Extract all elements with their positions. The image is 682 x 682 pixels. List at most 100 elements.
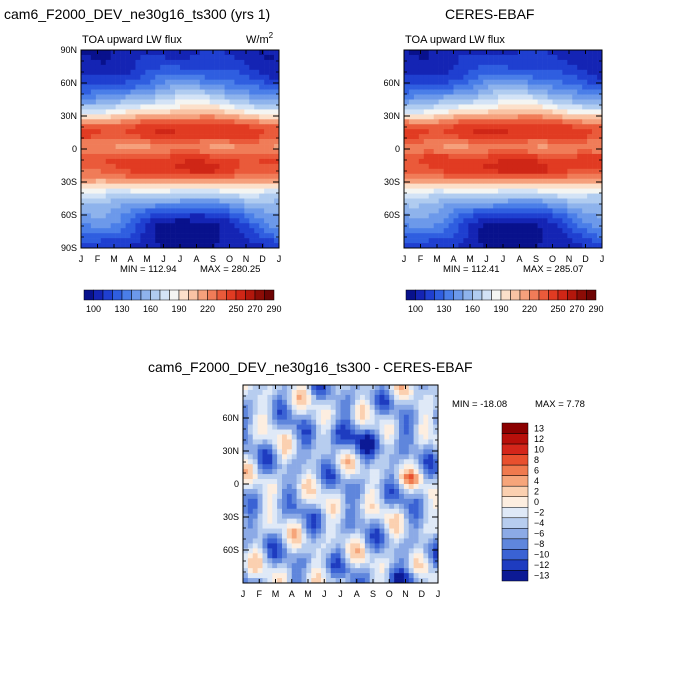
heatmap-cell <box>224 54 230 61</box>
heatmap-cell <box>379 419 385 425</box>
heatmap-cell <box>247 513 254 519</box>
colorbar-swatch <box>245 289 256 301</box>
heatmap-cell <box>254 74 260 80</box>
heatmap-cell <box>428 129 434 135</box>
heatmap-cell <box>282 409 288 415</box>
heatmap-cell <box>592 59 598 66</box>
heatmap-cell <box>85 183 92 189</box>
heatmap-cell <box>468 228 474 234</box>
heatmap-cell <box>408 563 414 569</box>
heatmap-cell <box>413 508 419 514</box>
heatmap-cell <box>150 163 156 170</box>
heatmap-cell <box>269 163 275 170</box>
heatmap-cell <box>345 503 351 510</box>
heatmap-cell <box>403 409 410 415</box>
heatmap-cell <box>582 188 588 194</box>
heatmap-cell <box>204 69 210 76</box>
heatmap-cell <box>85 74 92 80</box>
heatmap-cell <box>272 444 278 450</box>
heatmap-cell <box>239 99 245 105</box>
heatmap-cell <box>170 153 176 160</box>
heatmap-cell <box>224 163 230 170</box>
heatmap-cell <box>448 109 454 115</box>
heatmap-cell <box>522 178 529 184</box>
heatmap-cell <box>100 74 107 80</box>
heatmap-cell <box>582 203 588 209</box>
heatmap-cell <box>204 50 210 56</box>
heatmap-cell <box>517 153 524 160</box>
heatmap-cell <box>330 528 336 534</box>
heatmap-cell <box>301 394 307 401</box>
heatmap-cell <box>542 178 548 184</box>
heatmap-cell <box>527 168 533 175</box>
heatmap-cell <box>277 528 283 534</box>
heatmap-cell <box>404 188 410 194</box>
heatmap-cell <box>567 94 573 100</box>
heatmap-cell <box>399 508 405 514</box>
heatmap-cell <box>140 124 146 130</box>
heatmap-cell <box>257 424 263 430</box>
heatmap-cell <box>272 553 278 559</box>
heatmap-cell <box>364 459 371 465</box>
heatmap-cell <box>224 238 230 244</box>
heatmap-cell <box>443 50 449 56</box>
heatmap-cell <box>244 198 250 204</box>
heatmap-cell <box>125 238 131 244</box>
heatmap-cell <box>239 89 245 95</box>
heatmap-cell <box>493 139 499 145</box>
heatmap-cell <box>340 399 346 406</box>
heatmap-cell <box>155 223 161 229</box>
x-tick-label: J <box>178 254 183 264</box>
heatmap-cell <box>243 553 249 559</box>
heatmap-cell <box>355 568 361 574</box>
heatmap-cell <box>204 198 210 204</box>
heatmap-cell <box>224 208 230 214</box>
colorbar-label: 190 <box>493 304 508 314</box>
heatmap-cell <box>229 144 235 150</box>
heatmap-cell <box>130 178 136 184</box>
heatmap-cell <box>552 233 558 239</box>
heatmap-cell <box>413 124 420 130</box>
heatmap-cell <box>423 424 429 430</box>
heatmap-cell <box>423 124 430 130</box>
heatmap-cell <box>423 538 429 544</box>
heatmap-cell <box>443 153 449 160</box>
heatmap-cell <box>537 129 543 135</box>
heatmap-cell <box>478 213 484 219</box>
heatmap-cell <box>257 568 263 574</box>
heatmap-cell <box>552 119 558 125</box>
heatmap-cell <box>577 178 583 184</box>
heatmap-cell <box>316 385 322 391</box>
heatmap-cell <box>389 548 395 554</box>
heatmap-cell <box>249 79 255 85</box>
heatmap-cell <box>311 409 317 415</box>
heatmap-cell <box>473 158 479 165</box>
heatmap-cell <box>199 109 206 115</box>
heatmap-cell <box>592 198 598 204</box>
heatmap-cell <box>269 188 275 194</box>
x-tick-label: N <box>566 254 573 264</box>
heatmap-cell <box>155 69 161 76</box>
heatmap-cell <box>572 64 578 71</box>
heatmap-cell <box>384 449 390 455</box>
heatmap-cell <box>150 129 156 135</box>
heatmap-cell <box>355 429 361 435</box>
heatmap-cell <box>582 153 588 160</box>
heatmap-cell <box>364 568 371 574</box>
heatmap-cell <box>438 114 444 120</box>
heatmap-cell <box>493 223 499 229</box>
heatmap-cell <box>165 163 171 170</box>
heatmap-cell <box>503 50 509 56</box>
heatmap-cell <box>330 523 336 529</box>
heatmap-cell <box>90 114 97 120</box>
heatmap-cell <box>423 203 430 209</box>
heatmap-cell <box>249 104 255 110</box>
heatmap-cell <box>330 385 336 391</box>
heatmap-cell <box>507 69 514 76</box>
heatmap-cell <box>165 109 171 115</box>
heatmap-cell <box>572 99 578 105</box>
heatmap-cell <box>448 89 454 95</box>
heatmap-cell <box>433 129 439 135</box>
heatmap-cell <box>252 409 258 415</box>
heatmap-cell <box>282 513 288 519</box>
